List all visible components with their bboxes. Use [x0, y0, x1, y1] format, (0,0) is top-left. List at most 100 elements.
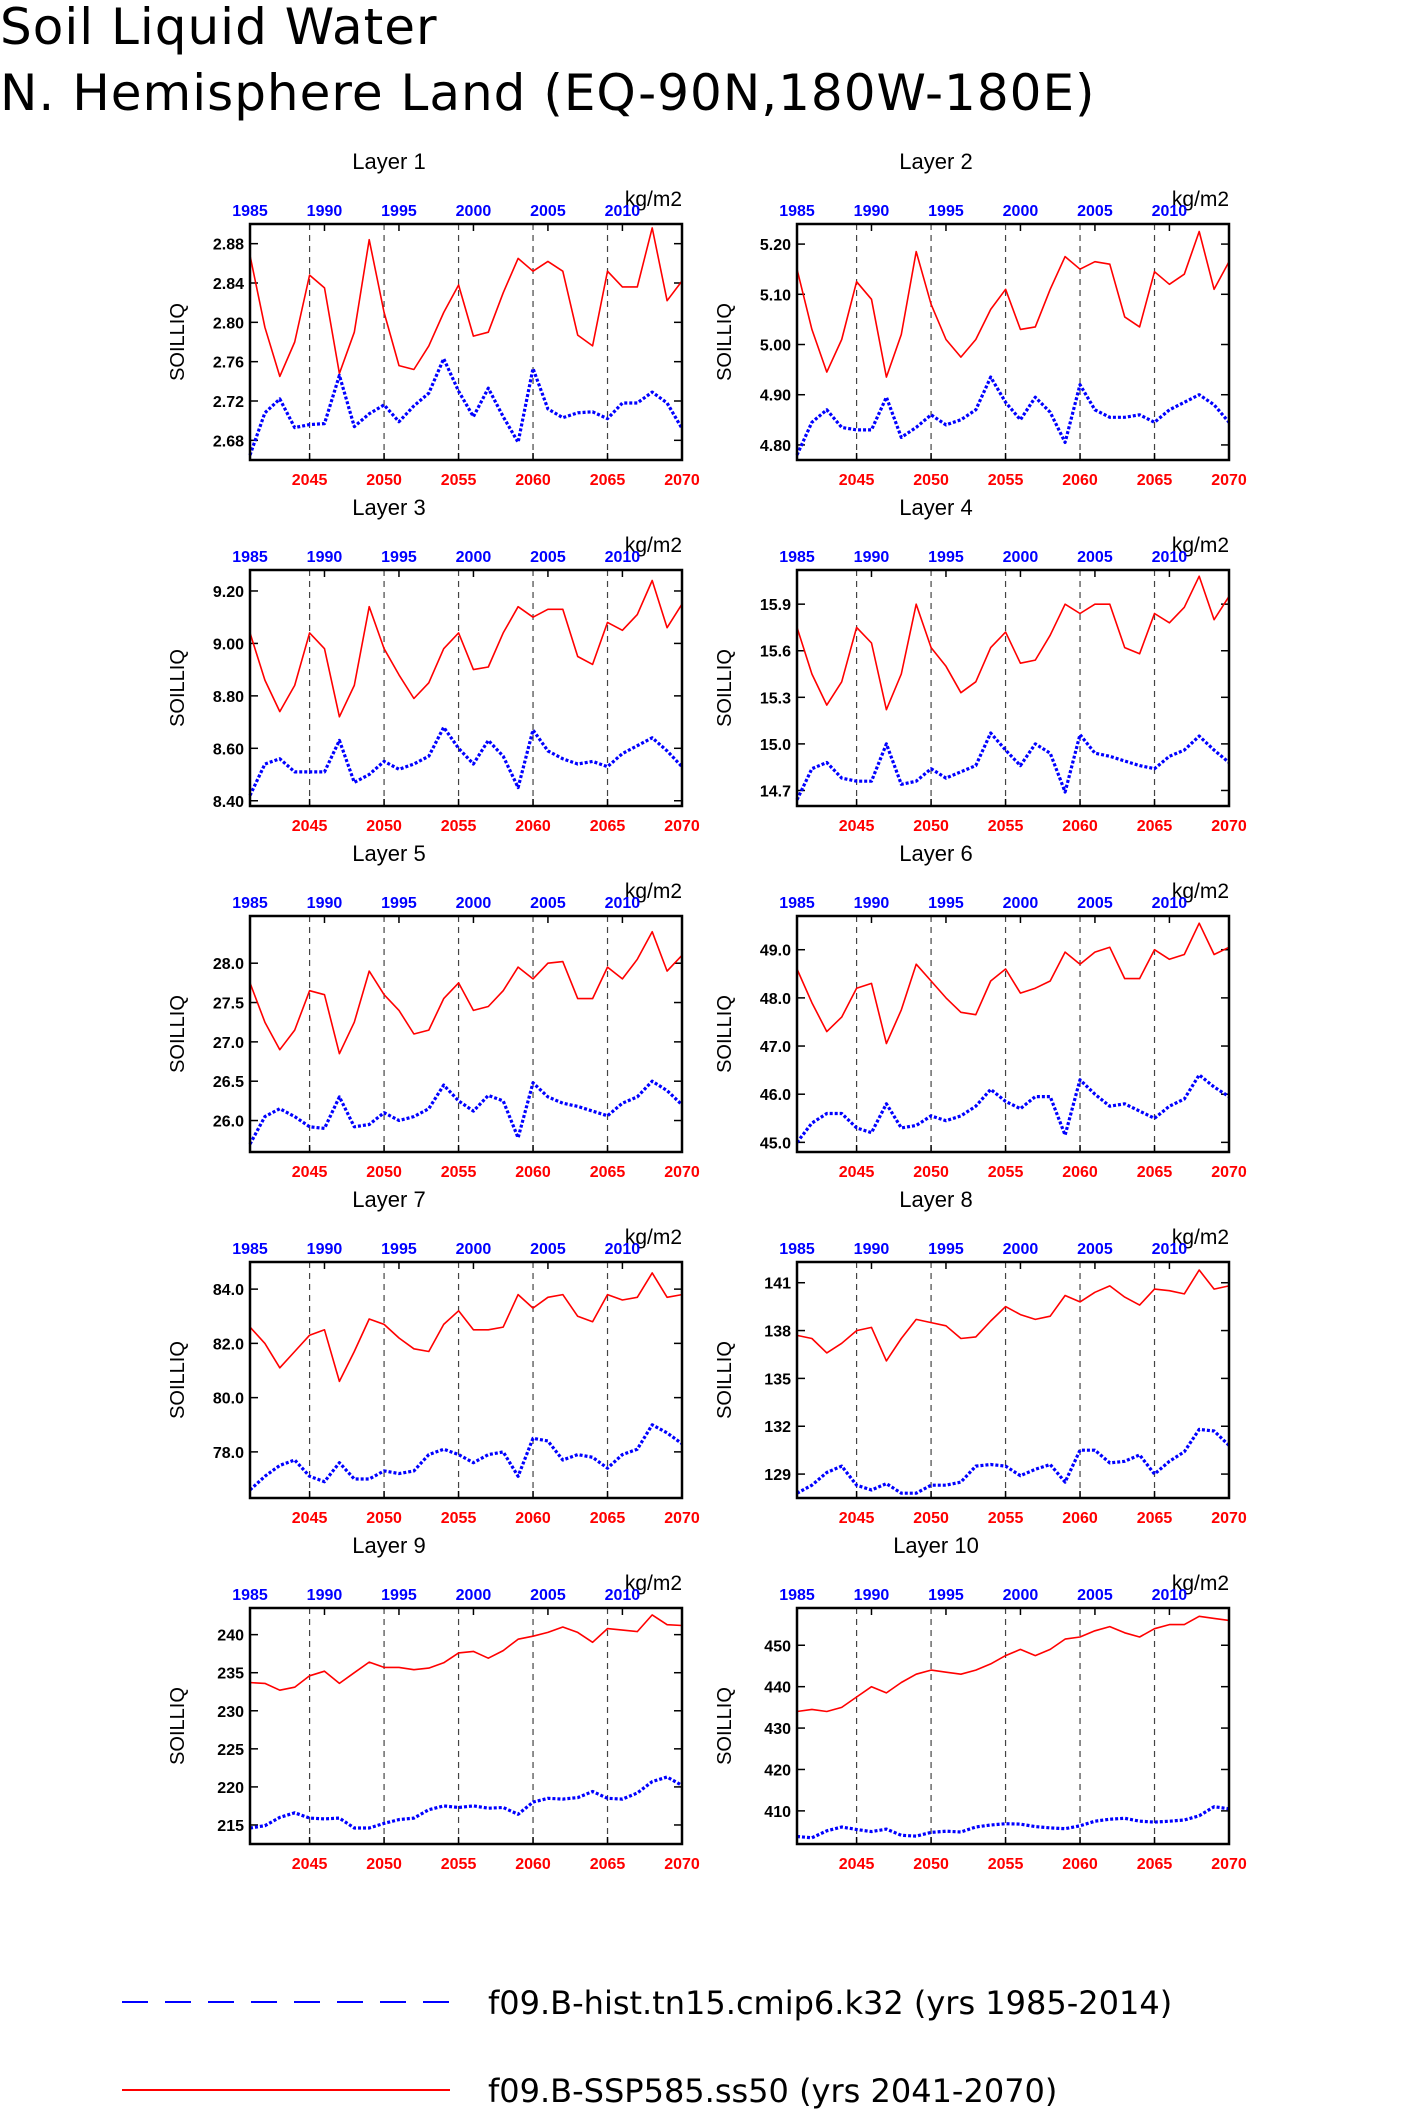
x-top-tick-label: 1995: [381, 1241, 417, 1258]
plot-frame: [795, 1606, 1231, 1846]
x-top-tick-label: 2000: [1003, 203, 1039, 220]
x-top-tick-label: 1985: [232, 203, 268, 220]
x-top-tick-label: 2000: [456, 1241, 492, 1258]
x-top-tick-label: 2000: [1003, 895, 1039, 912]
y-axis-label: SOILLIQ: [714, 1341, 736, 1419]
x-bottom-tick-label: 2070: [1211, 1856, 1247, 1873]
panel-title: Layer 4: [899, 495, 972, 520]
x-top-tick-label: 2000: [456, 895, 492, 912]
x-bottom-tick-label: 2055: [441, 1510, 477, 1527]
x-top-tick-label: 2005: [530, 1587, 566, 1604]
panel-layer-4: Layer 4 kg/m2 1985 1990 1995 2000 2005 2010 2045…: [714, 495, 1247, 835]
x-top-tick-label: 1990: [307, 1241, 343, 1258]
series-line-future: [249, 227, 683, 378]
x-top-tick-label: 1995: [381, 549, 417, 566]
x-bottom-tick-label: 2070: [1211, 818, 1247, 835]
x-bottom-tick-label: 2070: [664, 818, 700, 835]
y-tick-label: 2.72: [213, 394, 244, 411]
y-axis-label: SOILLIQ: [714, 1687, 736, 1765]
x-bottom-tick-label: 2055: [441, 818, 477, 835]
x-top-tick-label: 1985: [779, 1241, 815, 1258]
x-bottom-tick-label: 2050: [366, 1510, 402, 1527]
x-bottom-tick-label: 2045: [292, 1510, 328, 1527]
x-top-tick-label: 2005: [1077, 1241, 1113, 1258]
series-line-hist: [248, 357, 684, 456]
x-bottom-tick-label: 2045: [839, 818, 875, 835]
x-top-tick-label: 1985: [232, 1241, 268, 1258]
panel-title: Layer 8: [899, 1187, 972, 1212]
panel-title: Layer 3: [352, 495, 425, 520]
x-top-tick-label: 2000: [1003, 549, 1039, 566]
x-top-tick-label: 1990: [307, 895, 343, 912]
y-tick-label: 129: [764, 1467, 791, 1484]
x-top-tick-label: 2010: [605, 1587, 641, 1604]
x-bottom-tick-label: 2065: [1137, 1164, 1173, 1181]
x-top-tick-label: 2000: [456, 203, 492, 220]
x-bottom-tick-label: 2045: [839, 1510, 875, 1527]
x-bottom-tick-label: 2065: [590, 1856, 626, 1873]
units-label: kg/m2: [625, 880, 682, 903]
y-tick-label: 5.00: [760, 338, 791, 355]
x-bottom-tick-label: 2045: [292, 818, 328, 835]
x-bottom-tick-label: 2065: [590, 1164, 626, 1181]
y-axis-label: SOILLIQ: [714, 649, 736, 727]
panel-layer-2: Layer 2 kg/m2 1985 1990 1995 2000 2005 2010 2045…: [714, 149, 1247, 489]
x-bottom-tick-label: 2060: [515, 1510, 551, 1527]
y-tick-label: 14.7: [760, 783, 791, 800]
panel-layer-6: Layer 6 kg/m2 1985 1990 1995 2000 2005 2010 2045…: [714, 841, 1247, 1181]
x-top-tick-label: 1995: [928, 1587, 964, 1604]
panel-layer-1: Layer 1 kg/m2 1985 1990 1995 2000 2005 2010 2045…: [167, 149, 700, 489]
y-tick-label: 225: [217, 1742, 244, 1759]
y-tick-label: 2.84: [213, 276, 244, 293]
x-bottom-tick-label: 2055: [441, 472, 477, 489]
x-top-tick-label: 1990: [854, 1241, 890, 1258]
y-tick-label: 430: [764, 1721, 791, 1738]
x-bottom-tick-label: 2050: [366, 818, 402, 835]
panels: Layer 1 kg/m2 1985 1990 1995 2000 2005 2010 2045…: [167, 149, 1247, 1873]
x-bottom-tick-label: 2050: [913, 1856, 949, 1873]
legend-hist-label: f09.B-hist.tn15.cmip6.k32 (yrs 1985-2014…: [488, 1984, 1172, 2022]
x-bottom-tick-label: 2060: [1062, 818, 1098, 835]
y-tick-label: 5.10: [760, 287, 791, 304]
x-top-tick-label: 2000: [1003, 1241, 1039, 1258]
x-top-tick-label: 1990: [307, 1587, 343, 1604]
x-bottom-tick-label: 2060: [1062, 1164, 1098, 1181]
panel-layer-7: Layer 7 kg/m2 1985 1990 1995 2000 2005 2010 2045…: [167, 1187, 700, 1527]
x-bottom-tick-label: 2050: [366, 1164, 402, 1181]
panel-layer-3: Layer 3 kg/m2 1985 1990 1995 2000 2005 2010 2045…: [167, 495, 700, 835]
y-tick-label: 5.20: [760, 237, 791, 254]
y-tick-label: 46.0: [760, 1087, 791, 1104]
x-bottom-tick-label: 2055: [441, 1164, 477, 1181]
legend: f09.B-hist.tn15.cmip6.k32 (yrs 1985-2014…: [122, 1984, 1172, 2110]
y-tick-label: 440: [764, 1680, 791, 1697]
y-tick-label: 15.6: [760, 644, 791, 661]
y-tick-label: 235: [217, 1666, 244, 1683]
y-tick-label: 420: [764, 1762, 791, 1779]
y-tick-label: 220: [217, 1780, 244, 1797]
panel-layer-9: Layer 9 kg/m2 1985 1990 1995 2000 2005 2010 2045…: [167, 1533, 700, 1873]
plot-frame: [248, 568, 684, 808]
y-tick-label: 84.0: [213, 1282, 244, 1299]
x-top-tick-label: 1985: [779, 1587, 815, 1604]
x-bottom-tick-label: 2065: [1137, 1856, 1173, 1873]
units-label: kg/m2: [625, 534, 682, 557]
x-bottom-tick-label: 2045: [292, 472, 328, 489]
y-tick-label: 45.0: [760, 1135, 791, 1152]
plot-frame: [248, 1606, 684, 1846]
y-tick-label: 15.0: [760, 737, 791, 754]
x-top-tick-label: 2005: [530, 549, 566, 566]
series-line-hist: [248, 1079, 684, 1145]
y-tick-label: 27.5: [213, 996, 244, 1013]
series-line-hist: [795, 375, 1231, 456]
series-line-future: [249, 1272, 683, 1383]
x-top-tick-label: 1990: [854, 203, 890, 220]
x-bottom-tick-label: 2055: [988, 472, 1024, 489]
x-top-tick-label: 1995: [381, 895, 417, 912]
x-top-tick-label: 2005: [530, 203, 566, 220]
series-line-future: [249, 579, 683, 718]
x-top-tick-label: 1990: [854, 1587, 890, 1604]
plot-frame: [795, 1260, 1231, 1500]
x-top-tick-label: 1985: [232, 549, 268, 566]
x-top-tick-label: 1995: [928, 549, 964, 566]
